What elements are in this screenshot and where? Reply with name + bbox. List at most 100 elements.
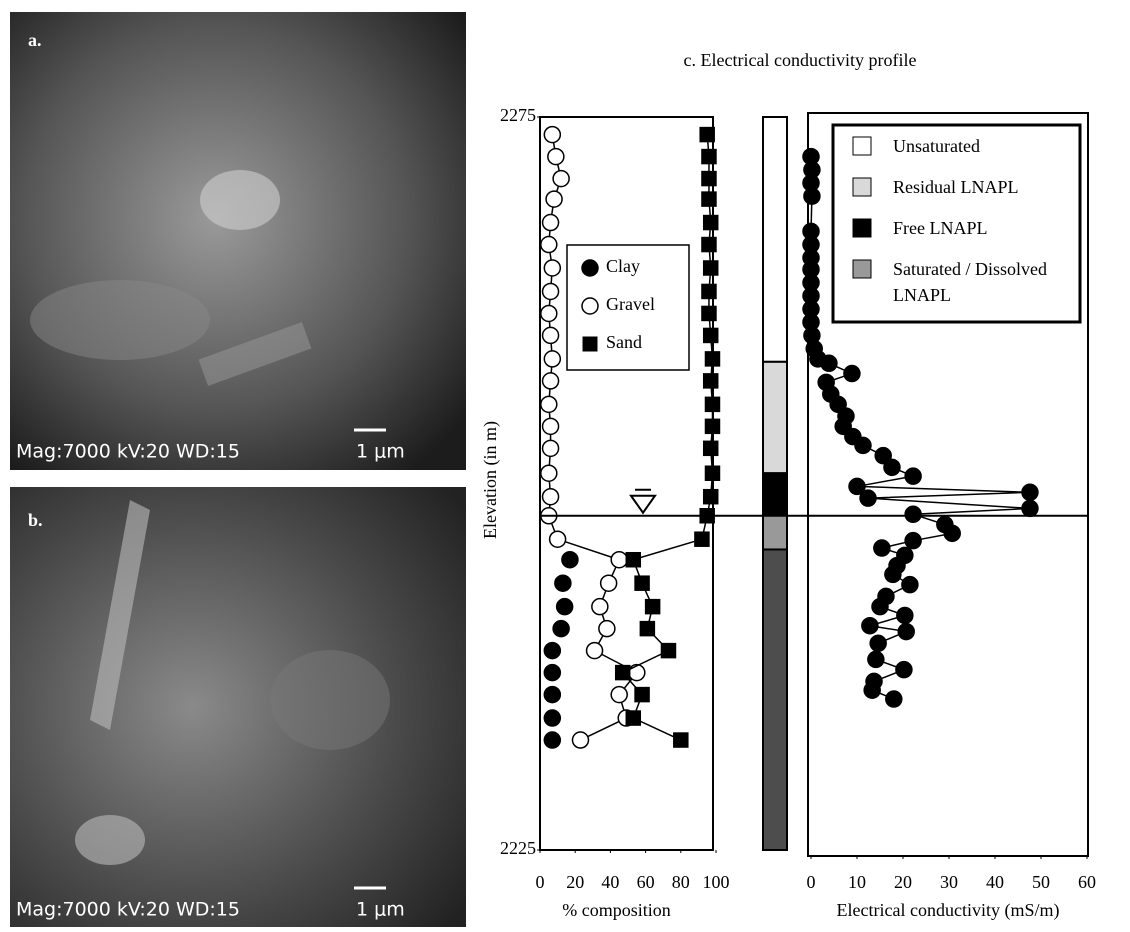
legend-swatch (852, 136, 872, 156)
zone (762, 360, 788, 475)
point (869, 634, 887, 653)
legend-box (831, 123, 1082, 324)
x-tick-label: 80 (672, 872, 690, 892)
point (848, 477, 866, 496)
point (543, 641, 562, 660)
legend-marker (582, 336, 598, 352)
point (545, 190, 563, 208)
point (543, 259, 562, 277)
point (885, 690, 903, 708)
sem-image-a: a. Mag:7000 kV:20 WD:15 1 μm (10, 12, 466, 470)
point (702, 327, 719, 344)
point (541, 213, 560, 232)
point (541, 372, 560, 390)
point (883, 458, 901, 477)
point (634, 686, 650, 703)
x-tick-label: 50 (1032, 872, 1050, 892)
point (863, 681, 881, 699)
point (702, 488, 719, 505)
panel-label: a. (28, 30, 42, 50)
point (904, 531, 922, 550)
x-tick-label: 100 (703, 872, 730, 892)
point (552, 619, 570, 638)
point (541, 326, 560, 345)
point (571, 731, 590, 749)
point (628, 663, 646, 682)
point (702, 440, 719, 457)
point (701, 191, 717, 207)
x-tick-label: 10 (848, 872, 866, 892)
point (540, 235, 558, 254)
sem-caption: Mag:7000 kV:20 WD:15 (16, 899, 240, 921)
point (625, 710, 642, 726)
point (873, 539, 891, 557)
plot-frame (807, 112, 1089, 857)
zone (762, 116, 788, 363)
point (704, 418, 721, 435)
point (904, 505, 922, 524)
point (854, 436, 872, 455)
x-axis-label: % composition (562, 900, 671, 920)
point (867, 650, 885, 669)
point (660, 642, 677, 659)
legend-swatch (852, 218, 872, 238)
point (843, 364, 861, 383)
point (701, 236, 717, 253)
y-axis-label: Elevation (in m) (480, 421, 501, 539)
point (598, 619, 616, 638)
point (673, 732, 689, 748)
point (644, 598, 661, 615)
point (896, 606, 914, 625)
x-axis-label: Electrical conductivity (mS/m) (837, 900, 1060, 921)
point (694, 531, 710, 547)
x-tick-label: 60 (1078, 872, 1096, 892)
scale-label: 1 μm (356, 899, 405, 921)
point (541, 487, 560, 506)
point (541, 439, 560, 458)
point (701, 170, 717, 187)
point (543, 350, 562, 368)
series-line (621, 134, 714, 741)
point (884, 565, 902, 584)
point (704, 396, 721, 413)
point (702, 214, 719, 231)
point (543, 125, 562, 144)
point (561, 550, 579, 569)
x-tick-label: 0 (536, 872, 545, 892)
legend-swatch (852, 177, 872, 197)
point (699, 126, 715, 143)
point (547, 147, 565, 166)
point (702, 373, 719, 389)
x-tick-label: 40 (601, 872, 619, 892)
point (543, 731, 562, 749)
point (541, 417, 560, 436)
y-tick-label: 2275 (500, 105, 536, 125)
point (610, 685, 628, 704)
x-tick-label: 20 (894, 872, 912, 892)
x-tick-label: 20 (566, 872, 584, 892)
point (552, 169, 570, 188)
legend-label: Gravel (606, 294, 655, 314)
point (820, 354, 838, 373)
point (901, 575, 919, 594)
chart-title: c. Electrical conductivity profile (684, 50, 917, 70)
point (610, 550, 628, 569)
panel-label: b. (28, 510, 43, 530)
point (904, 467, 922, 485)
plot-frame (539, 116, 714, 851)
point (639, 620, 656, 637)
x-tick-label: 60 (637, 872, 655, 892)
sem-caption: Mag:7000 kV:20 WD:15 (16, 441, 240, 463)
x-tick-label: 0 (807, 872, 816, 892)
point (704, 465, 721, 481)
legend-label: Residual LNAPL (893, 177, 1019, 197)
point (543, 663, 562, 682)
point (543, 709, 562, 727)
point (701, 148, 717, 165)
legend-label: Clay (606, 256, 640, 276)
point (614, 664, 631, 681)
legend-marker (581, 259, 599, 277)
x-tick-label: 30 (940, 872, 958, 892)
point (895, 660, 913, 679)
